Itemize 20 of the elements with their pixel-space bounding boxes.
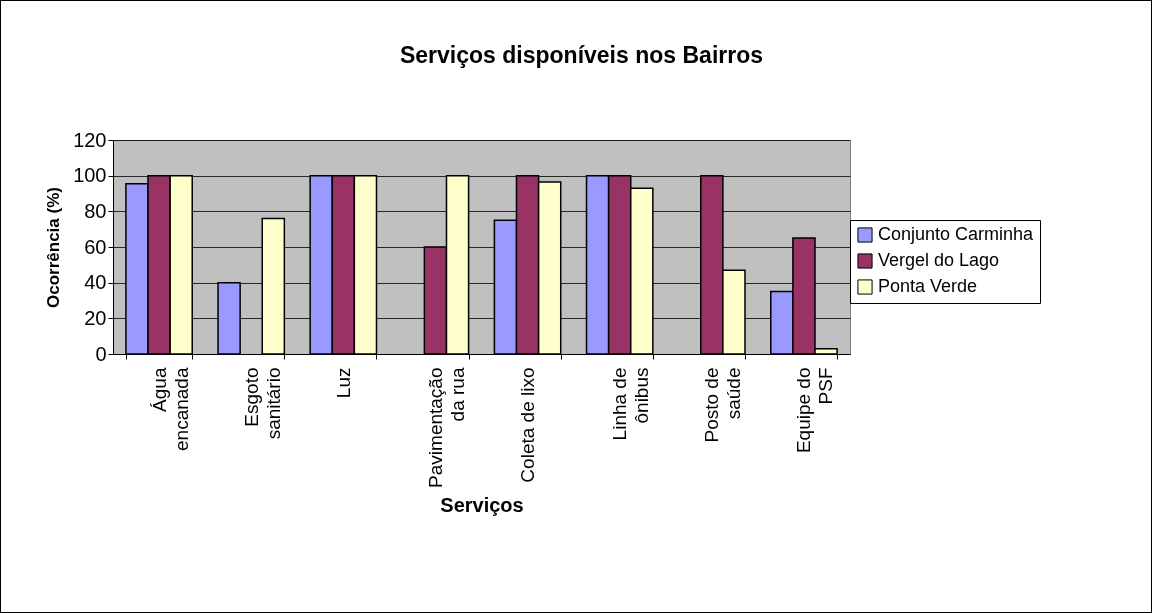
legend-label: Conjunto Carminha: [878, 224, 1035, 244]
y-tick-label: 0: [95, 342, 107, 365]
x-axis-title: Serviços: [440, 493, 524, 516]
y-axis-title: Ocorrência (%): [44, 187, 64, 308]
y-tick-label: 60: [84, 235, 107, 258]
x-tick-label: Água encanada: [148, 367, 192, 451]
y-tick-label: 120: [73, 128, 107, 151]
y-tick-label: 20: [84, 306, 107, 329]
legend-label: Ponta Verde: [878, 276, 978, 296]
x-tick-label: Coleta de lixo: [517, 367, 539, 483]
x-tick-label: Pavimentação da rua: [424, 367, 468, 488]
x-tick-label: Equipe do PSF: [793, 367, 837, 454]
x-tick-label: Luz: [332, 367, 354, 399]
x-tick-label: Posto de saúde: [701, 367, 745, 443]
y-tick-label: 40: [84, 271, 107, 294]
x-tick-label: Linha de ônibus: [609, 367, 653, 441]
chart-title: Serviços disponíveis nos Bairros: [399, 42, 764, 68]
legend-label: Vergel do Lago: [878, 250, 1000, 270]
y-tick-label: 80: [84, 199, 107, 222]
y-tick-label: 100: [73, 164, 107, 187]
